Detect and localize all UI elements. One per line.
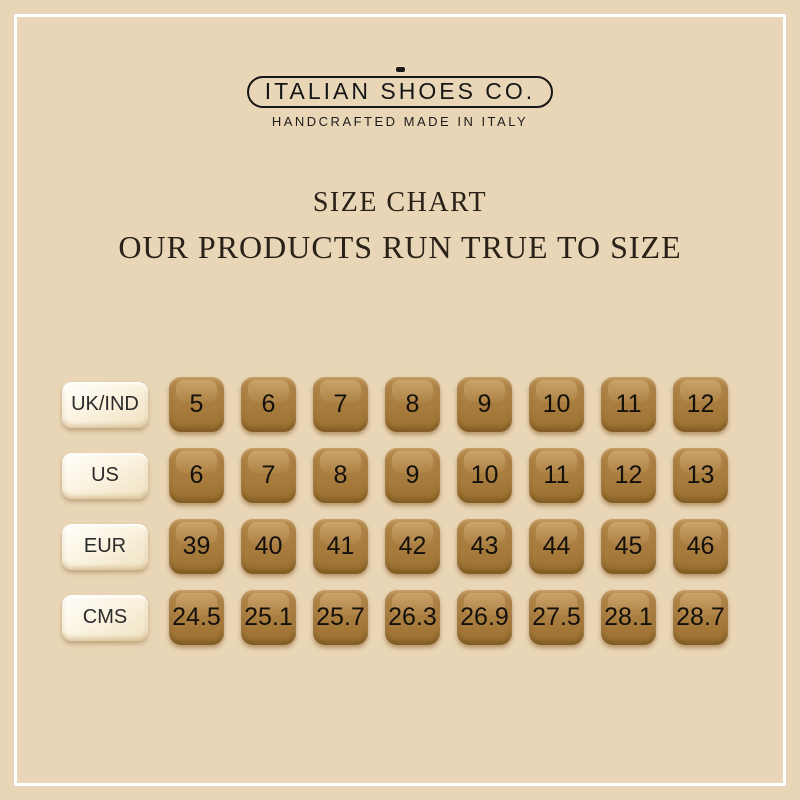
size-value: 39 [182, 532, 211, 560]
row-label-us: US [62, 452, 148, 499]
size-value: 8 [333, 461, 348, 489]
size-value: 25.7 [316, 603, 365, 631]
size-value: 26.3 [388, 603, 437, 631]
size-cell: 7 [241, 448, 296, 503]
size-cell: 40 [241, 519, 296, 574]
headings: SIZE CHART OUR PRODUCTS RUN TRUE TO SIZE [0, 187, 800, 265]
size-value: 7 [333, 390, 348, 418]
size-cell: 41 [313, 519, 368, 574]
size-value: 27.5 [532, 603, 581, 631]
size-value: 10 [542, 390, 571, 418]
size-value: 6 [261, 390, 276, 418]
logo-accent-mark [395, 67, 405, 72]
size-row-eur: EUR 39 40 41 42 43 44 45 46 [62, 519, 728, 574]
page-subtitle: OUR PRODUCTS RUN TRUE TO SIZE [118, 229, 682, 265]
size-cell: 8 [313, 448, 368, 503]
size-value: 10 [470, 461, 499, 489]
size-row-uk-ind: UK/IND 5 6 7 8 9 10 11 12 [62, 377, 728, 432]
size-value: 12 [686, 390, 715, 418]
size-cell: 39 [169, 519, 224, 574]
size-cell: 28.1 [601, 590, 656, 645]
size-cell: 8 [385, 377, 440, 432]
page-title: SIZE CHART [312, 187, 488, 218]
size-cell: 26.3 [385, 590, 440, 645]
size-cell: 27.5 [529, 590, 584, 645]
size-value: 7 [261, 461, 276, 489]
size-value: 45 [614, 532, 643, 560]
size-value: 9 [477, 390, 492, 418]
size-cell: 11 [601, 377, 656, 432]
size-cell: 11 [529, 448, 584, 503]
size-value: 24.5 [172, 603, 221, 631]
size-value: 12 [614, 461, 643, 489]
size-value: 28.7 [676, 603, 725, 631]
size-cell: 43 [457, 519, 512, 574]
size-cell: 7 [313, 377, 368, 432]
brand-logo-box: ITALIAN SHOES CO. [246, 76, 554, 108]
brand-name: ITALIAN SHOES CO. [264, 78, 536, 104]
row-label-cms: CMS [62, 594, 148, 641]
row-label-uk-ind: UK/IND [62, 381, 148, 428]
size-cell: 25.7 [313, 590, 368, 645]
size-cell: 26.9 [457, 590, 512, 645]
size-value: 11 [543, 461, 570, 489]
size-cell: 28.7 [673, 590, 728, 645]
brand-logo: ITALIAN SHOES CO. HANDCRAFTED MADE IN IT… [0, 67, 800, 129]
size-cell: 45 [601, 519, 656, 574]
row-label-eur: EUR [62, 523, 148, 570]
size-cell: 46 [673, 519, 728, 574]
size-cell: 6 [169, 448, 224, 503]
size-row-us: US 6 7 8 9 10 11 12 13 [62, 448, 728, 503]
size-cell: 6 [241, 377, 296, 432]
size-cell: 13 [673, 448, 728, 503]
brand-tagline: HANDCRAFTED MADE IN ITALY [271, 114, 529, 129]
size-cell: 24.5 [169, 590, 224, 645]
size-value: 42 [398, 532, 427, 560]
size-value: 13 [686, 461, 715, 489]
size-value: 28.1 [604, 603, 653, 631]
size-cell: 10 [529, 377, 584, 432]
size-cell: 10 [457, 448, 512, 503]
size-row-cms: CMS 24.5 25.1 25.7 26.3 26.9 27.5 28.1 2… [62, 590, 728, 645]
size-value: 11 [615, 390, 642, 418]
size-cell: 25.1 [241, 590, 296, 645]
size-value: 40 [254, 532, 283, 560]
size-cell: 44 [529, 519, 584, 574]
size-value: 8 [405, 390, 420, 418]
size-value: 26.9 [460, 603, 509, 631]
size-value: 44 [542, 532, 571, 560]
size-value: 6 [189, 461, 204, 489]
size-value: 43 [470, 532, 499, 560]
size-cell: 12 [601, 448, 656, 503]
size-value: 5 [189, 390, 204, 418]
size-cell: 5 [169, 377, 224, 432]
size-table: UK/IND 5 6 7 8 9 10 11 12 US 6 7 8 9 10 … [62, 377, 728, 661]
size-cell: 9 [457, 377, 512, 432]
size-cell: 42 [385, 519, 440, 574]
size-value: 9 [405, 461, 420, 489]
size-cell: 12 [673, 377, 728, 432]
size-value: 25.1 [244, 603, 293, 631]
size-cell: 9 [385, 448, 440, 503]
size-value: 46 [686, 532, 715, 560]
size-value: 41 [326, 532, 355, 560]
